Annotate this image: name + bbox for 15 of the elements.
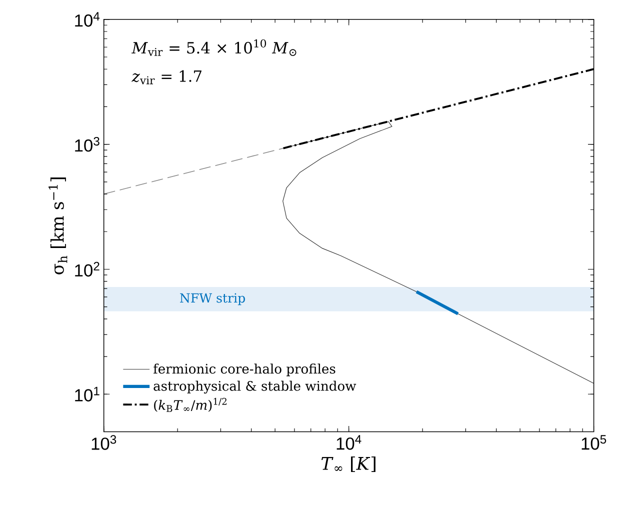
annotation: M$_{vir}$ = 5.4 × 10$^{10}$ M$_{⊙}$: [131, 39, 296, 56]
y-axis-title: σ$_{h}$ [km s$^{−1}$]: [48, 177, 68, 274]
x-axis-title: T$_{∞}$ [K]: [322, 456, 376, 472]
x-tick-label: 10$^{5}$: [582, 434, 606, 450]
annotation: z$_{vir}$ = 1.7: [132, 70, 202, 84]
legend-label: fermionic core-halo profiles: [154, 363, 336, 376]
y-tick-label: 10$^{4}$: [75, 12, 100, 27]
x-tick-label: 10$^{3}$: [92, 434, 116, 450]
x-tick-label: 10$^{4}$: [336, 434, 362, 450]
text: (k$_{B}$T$_{∞}$/m)$^{1/2}$: [154, 398, 226, 412]
y-tick-label: 10$^{1}$: [75, 386, 100, 402]
y-tick-label: 10$^{3}$: [75, 136, 100, 152]
y-tick-label: 10$^{2}$: [75, 262, 100, 276]
legend-label: astrophysical & stable window: [154, 380, 356, 394]
band-label: NFW strip: [180, 293, 245, 305]
